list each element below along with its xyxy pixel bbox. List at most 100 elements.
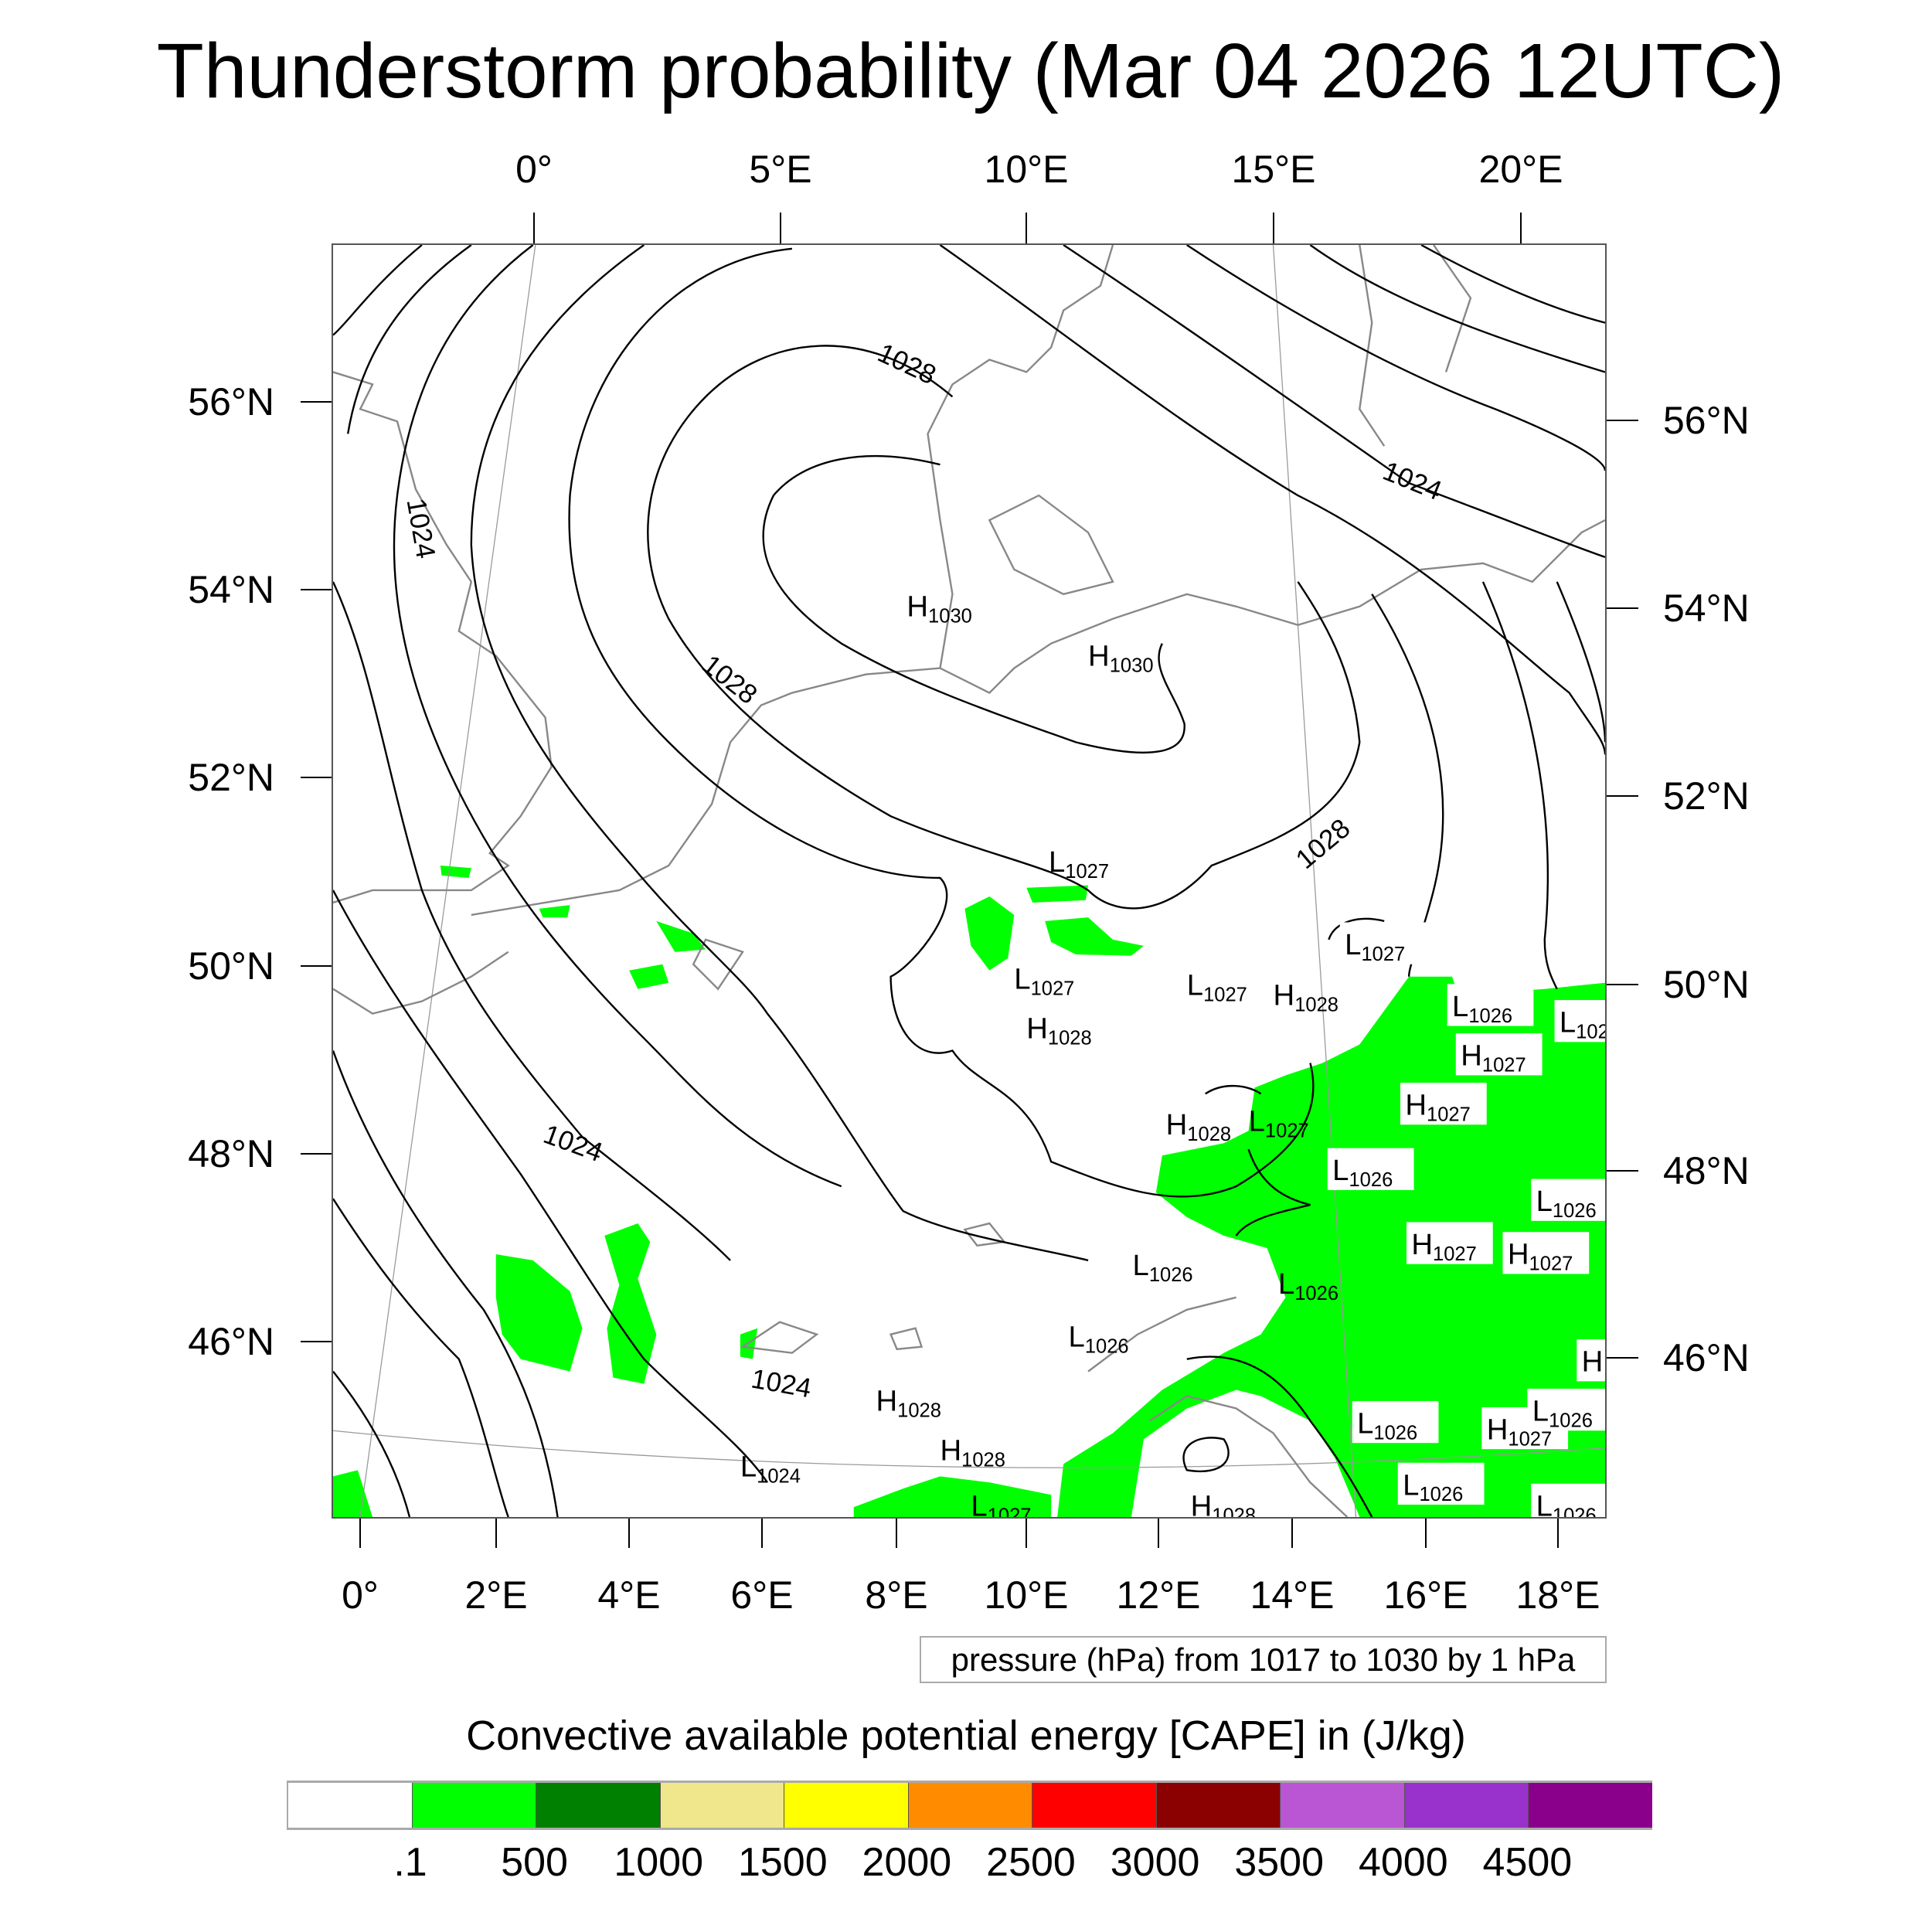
center-value: 1026	[1149, 1264, 1193, 1286]
bottom-lon-label: 6°E	[730, 1573, 794, 1617]
cape-area	[629, 964, 669, 989]
center-value: 1030	[928, 606, 972, 628]
center-value: 1026	[1549, 1410, 1593, 1431]
contour-label: 1028	[873, 338, 940, 390]
tick-mark	[1607, 1357, 1638, 1359]
center-type: L	[1069, 1321, 1085, 1354]
center-type: L	[1278, 1267, 1294, 1301]
pressure-center-label: L1026	[1069, 1321, 1129, 1358]
tick-mark	[896, 1519, 897, 1548]
pressure-center-label: L1027	[1049, 845, 1109, 883]
center-type: L	[1014, 963, 1030, 996]
left-lat-label: 52°N	[188, 756, 274, 799]
colorbar-swatch	[784, 1783, 908, 1828]
tick-mark	[1026, 1519, 1027, 1548]
right-lat-label: 56°N	[1663, 399, 1750, 442]
center-label-background	[1554, 1000, 1605, 1043]
left-lat-label: 46°N	[188, 1320, 274, 1363]
cape-area	[440, 866, 471, 879]
center-type: L	[1133, 1249, 1149, 1282]
center-type: L	[1560, 1006, 1576, 1039]
center-type: L	[1536, 1489, 1553, 1517]
center-type: H	[906, 590, 928, 624]
graticule	[333, 245, 1605, 1517]
pressure-center-label: H1027	[1405, 1089, 1470, 1126]
center-value: 1026	[1349, 1169, 1393, 1191]
map-panel: 1028 1028 1028 1024 1024 1024 1024 L1027…	[332, 243, 1607, 1519]
pressure-center-label: L1026	[1357, 1406, 1417, 1444]
tick-mark	[1291, 1519, 1293, 1548]
left-lat-label: 54°N	[188, 568, 274, 611]
center-label-background	[1339, 922, 1427, 964]
colorbar-label: 4000	[1358, 1840, 1448, 1885]
center-type: L	[1345, 928, 1361, 961]
center-type: H	[1088, 639, 1110, 672]
tick-mark	[301, 1153, 332, 1155]
center-value: 1027	[988, 1505, 1032, 1517]
right-lat-label: 52°N	[1663, 774, 1750, 818]
center-value: 1026	[1085, 1336, 1129, 1358]
colorbar-swatch	[907, 1783, 1032, 1828]
pressure-center-label: H1028	[1166, 1108, 1231, 1145]
center-value: 1026	[1553, 1505, 1597, 1517]
center-type: H	[1026, 1012, 1048, 1046]
colorbar-label: 3000	[1110, 1840, 1200, 1885]
cape-area	[964, 896, 1015, 971]
center-type: H	[1411, 1228, 1433, 1261]
center-value: 1027	[1508, 1428, 1552, 1450]
pressure-center-label: H1028	[1274, 978, 1338, 1015]
center-type: L	[1532, 1394, 1549, 1427]
pressure-center-label: L1026	[1278, 1267, 1338, 1304]
center-value: 1028	[1048, 1028, 1092, 1049]
center-label-background	[1400, 1083, 1487, 1125]
tick-mark	[1425, 1519, 1427, 1548]
center-value: 1027	[1427, 1104, 1471, 1126]
center-label-background	[1577, 1339, 1605, 1382]
center-value: 1027	[1529, 1253, 1573, 1275]
tick-mark	[780, 213, 781, 243]
tick-mark	[1607, 607, 1638, 609]
tick-mark	[301, 777, 332, 778]
center-value: 1028	[961, 1450, 1005, 1471]
center-label-background	[1327, 1148, 1414, 1190]
center-type: H	[876, 1385, 897, 1418]
top-lon-label: 15°E	[1231, 148, 1316, 191]
center-label-background	[1527, 1388, 1605, 1431]
chart-title: Thunderstorm probability (Mar 04 2026 12…	[156, 28, 1785, 114]
map-svg: 1028 1028 1028 1024 1024 1024 1024 L1027…	[333, 245, 1605, 1517]
colorbar-swatch	[1155, 1783, 1281, 1828]
center-value: 1027	[1361, 944, 1405, 965]
colorbar-label: 2500	[986, 1840, 1076, 1885]
center-value: 1027	[1482, 1055, 1526, 1077]
pressure-center-label: L1026	[1536, 1489, 1597, 1517]
tick-mark	[301, 1341, 332, 1342]
pressure-center-label: L1026	[1536, 1185, 1597, 1222]
tick-mark	[359, 1519, 361, 1548]
pressure-center-label: H1027	[1508, 1238, 1573, 1275]
contour-label: 1024	[749, 1363, 814, 1403]
bottom-lon-label: 10°E	[984, 1573, 1069, 1617]
center-type: L	[1357, 1406, 1373, 1440]
pressure-center-label: L1027	[1345, 928, 1405, 965]
pressure-center-label: L1027	[1014, 963, 1074, 1000]
right-lat-label: 46°N	[1663, 1336, 1750, 1379]
colorbar-swatch	[536, 1783, 660, 1828]
colorbar-label: 4500	[1482, 1840, 1573, 1885]
cape-area	[1026, 885, 1089, 903]
center-type: H	[1461, 1039, 1482, 1073]
colorbar-label: 1500	[737, 1840, 828, 1885]
tick-mark	[1607, 984, 1638, 985]
tick-mark	[1557, 1519, 1559, 1548]
center-value: 1027	[1031, 978, 1075, 1000]
cape-area	[656, 920, 706, 952]
center-type: H	[1487, 1413, 1509, 1446]
center-type: L	[740, 1450, 757, 1483]
contour-label: 1024	[1379, 456, 1446, 506]
coastlines	[333, 245, 1605, 1517]
center-type: L	[1332, 1154, 1349, 1187]
center-value: 1026	[1419, 1484, 1463, 1505]
center-value: 1028	[1212, 1505, 1256, 1517]
center-value: 1024	[757, 1465, 801, 1487]
colorbar-title: Convective available potential energy [C…	[466, 1713, 1466, 1759]
contour-label: 1028	[1291, 813, 1356, 875]
